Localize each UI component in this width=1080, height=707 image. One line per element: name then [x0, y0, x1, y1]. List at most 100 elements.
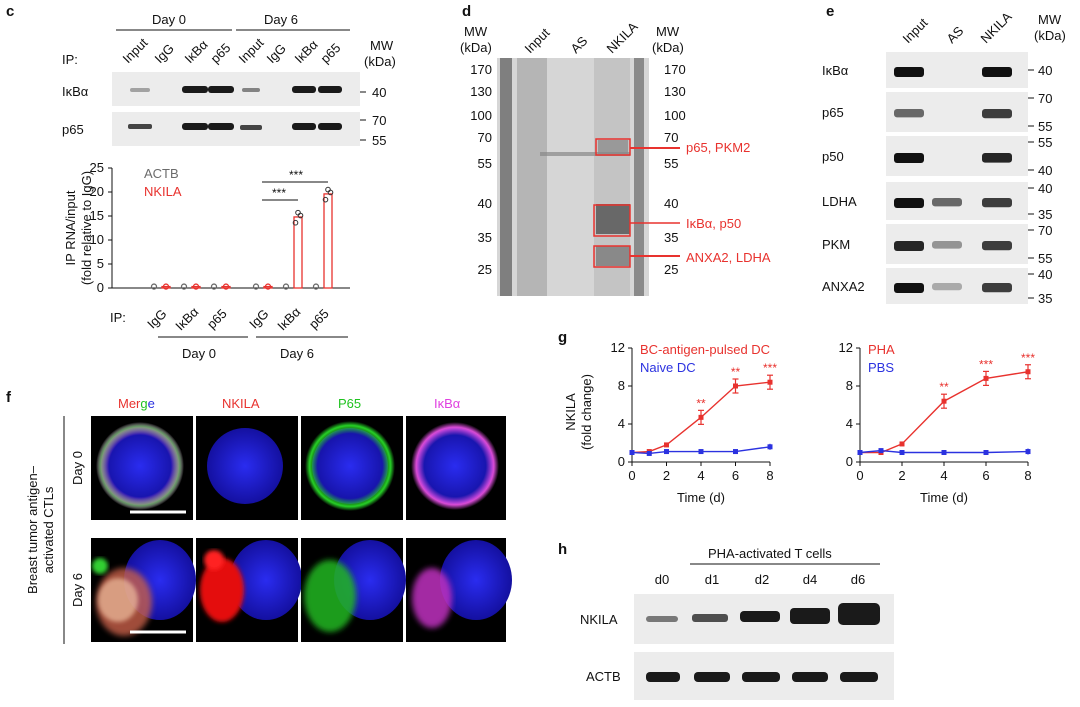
c-row-label-ikba: IκBα [62, 84, 89, 99]
g0-sig-0: ** [696, 396, 706, 410]
g0-pt-0-5 [767, 379, 773, 385]
c-lane-2: IκBα [182, 37, 212, 67]
g0-sig-1: ** [731, 365, 741, 379]
f-row-day6: Day 6 [70, 573, 85, 607]
c-ytick-5: 25 [90, 160, 104, 175]
h-header: PHA-activated T cells [708, 546, 832, 561]
d-mw-left-2: 100 [470, 108, 492, 123]
h-lane-3: d4 [803, 572, 817, 587]
g0-pt-0-4 [733, 383, 738, 389]
e-band-5-0 [894, 283, 924, 293]
g0-pt-1-4 [733, 449, 738, 455]
g1-line-1 [859, 449, 1029, 454]
h-lane-2: d2 [755, 572, 769, 587]
g0-ytick-0: 0 [618, 454, 625, 469]
c-point-actb-2 [210, 283, 218, 290]
d-mw-left-3: 70 [478, 130, 492, 145]
g1-pt-1-2 [899, 450, 905, 455]
g0-pt-1-0 [629, 450, 635, 455]
e-band-4-1 [932, 241, 962, 249]
c-sig-1: *** [289, 168, 303, 182]
g0-line-0 [631, 381, 771, 454]
c-mw-40: 40 [372, 85, 386, 100]
c-point-actb-5 [312, 283, 320, 290]
e-band-5-2 [982, 283, 1012, 293]
c-ytick-2: 10 [90, 232, 104, 247]
g1-xtick-1: 2 [898, 468, 905, 483]
d-mw-left-1: 130 [470, 84, 492, 99]
h-lane-0: d0 [655, 572, 669, 587]
c-point-actb-0 [150, 283, 158, 290]
g1-sig-1: *** [979, 357, 993, 371]
c-lane-1: IgG [152, 41, 177, 66]
g0-xtick-3: 6 [732, 468, 739, 483]
c-lane-5: IgG [264, 41, 289, 66]
g1-legend-1: PBS [868, 360, 894, 375]
g1-ytick-0: 0 [846, 454, 853, 469]
d-lane-2: NKILA [604, 19, 641, 56]
g0-legend-1: Naive DC [640, 360, 696, 375]
c-group-day6: Day 6 [264, 12, 298, 27]
e-lane-2: NKILA [978, 9, 1015, 46]
g1-pt-1-4 [983, 450, 989, 455]
d-lane-0: Input [522, 25, 553, 56]
d-mw-right-5: 40 [664, 196, 678, 211]
c-ytick-4: 20 [90, 184, 104, 199]
g1-ytick-3: 12 [839, 340, 853, 355]
g0-xtick-1: 2 [663, 468, 670, 483]
c-rep-4-0 [292, 219, 299, 226]
c-bar-nkila-3 [263, 285, 273, 289]
e-row-label-5: ANXA2 [822, 279, 865, 294]
g1-pt-1-3 [941, 450, 947, 455]
d-annot-3: ANXA2, LDHA [686, 250, 771, 265]
g0-ytick-2: 8 [618, 378, 625, 393]
c-x-prefix: IP: [110, 310, 126, 325]
d-mw-header-right-1: MW [656, 24, 680, 39]
e-band-1-2 [982, 109, 1012, 119]
e-lane-0: Input [900, 15, 931, 46]
c-lane-7: p65 [318, 40, 344, 66]
f-col-ikba: IκBα [434, 396, 461, 411]
c-x-group-day6: Day 6 [280, 346, 314, 361]
f-col-merge: Merge [118, 396, 155, 411]
c-bar-nkila-1 [191, 285, 201, 289]
g1-pt-0-5 [1025, 369, 1031, 375]
d-box-2 [593, 204, 631, 237]
c-point-nkila-3 [264, 283, 272, 290]
c-xtick-0: IgG [144, 306, 169, 331]
panel-letter-g: g [558, 329, 567, 346]
e-mw-0-0: 40 [1038, 63, 1052, 78]
d-annot-2: IκBα, p50 [686, 216, 741, 231]
c-xtick-4: IκBα [274, 304, 304, 334]
c-xtick-2: p65 [204, 306, 230, 332]
c-blot-p65 [112, 112, 360, 146]
d-mw-right-0: 170 [664, 62, 686, 77]
c-x-group-day0: Day 0 [182, 346, 216, 361]
d-mw-left-5: 40 [478, 196, 492, 211]
d-mw-header-left-1: MW [464, 24, 488, 39]
e-band-1-0 [894, 109, 924, 118]
g1-sig-0: ** [939, 380, 949, 394]
e-row-label-0: IκBα [822, 63, 849, 78]
g0-xtick-2: 4 [697, 468, 704, 483]
c-point-actb-3 [252, 283, 260, 290]
e-mw-5-1: 35 [1038, 291, 1052, 306]
c-rep-4-2 [297, 212, 304, 219]
d-annot-1: p65, PKM2 [686, 140, 750, 155]
c-rep-5-1 [325, 186, 331, 193]
g-ylabel: NKILA [563, 393, 578, 431]
e-row-label-1: p65 [822, 105, 844, 120]
g0-xlabel: Time (d) [677, 490, 725, 505]
c-xtick-5: p65 [306, 306, 332, 332]
g1-ytick-2: 8 [846, 378, 853, 393]
c-ip-label: IP: [62, 52, 78, 67]
c-ylabel2: (fold relative to IgG) [79, 171, 94, 285]
g0-line-1 [631, 446, 771, 455]
e-mw-4-1: 55 [1038, 251, 1052, 266]
h-row-nkila: NKILA [580, 612, 618, 627]
c-ytick-1: 5 [97, 256, 104, 271]
e-mw-header-2: (kDa) [1034, 28, 1066, 43]
g0-pt-1-1 [646, 450, 652, 456]
e-blot-rows: IκBα 40p657055p505540LDHA4035PKM7055ANXA2… [822, 52, 1052, 306]
e-lane-labels: Input AS NKILA [900, 9, 1015, 46]
